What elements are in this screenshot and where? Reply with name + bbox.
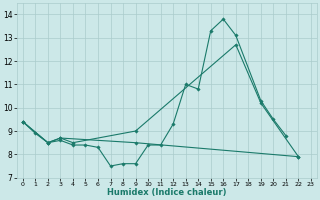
X-axis label: Humidex (Indice chaleur): Humidex (Indice chaleur)	[107, 188, 227, 197]
